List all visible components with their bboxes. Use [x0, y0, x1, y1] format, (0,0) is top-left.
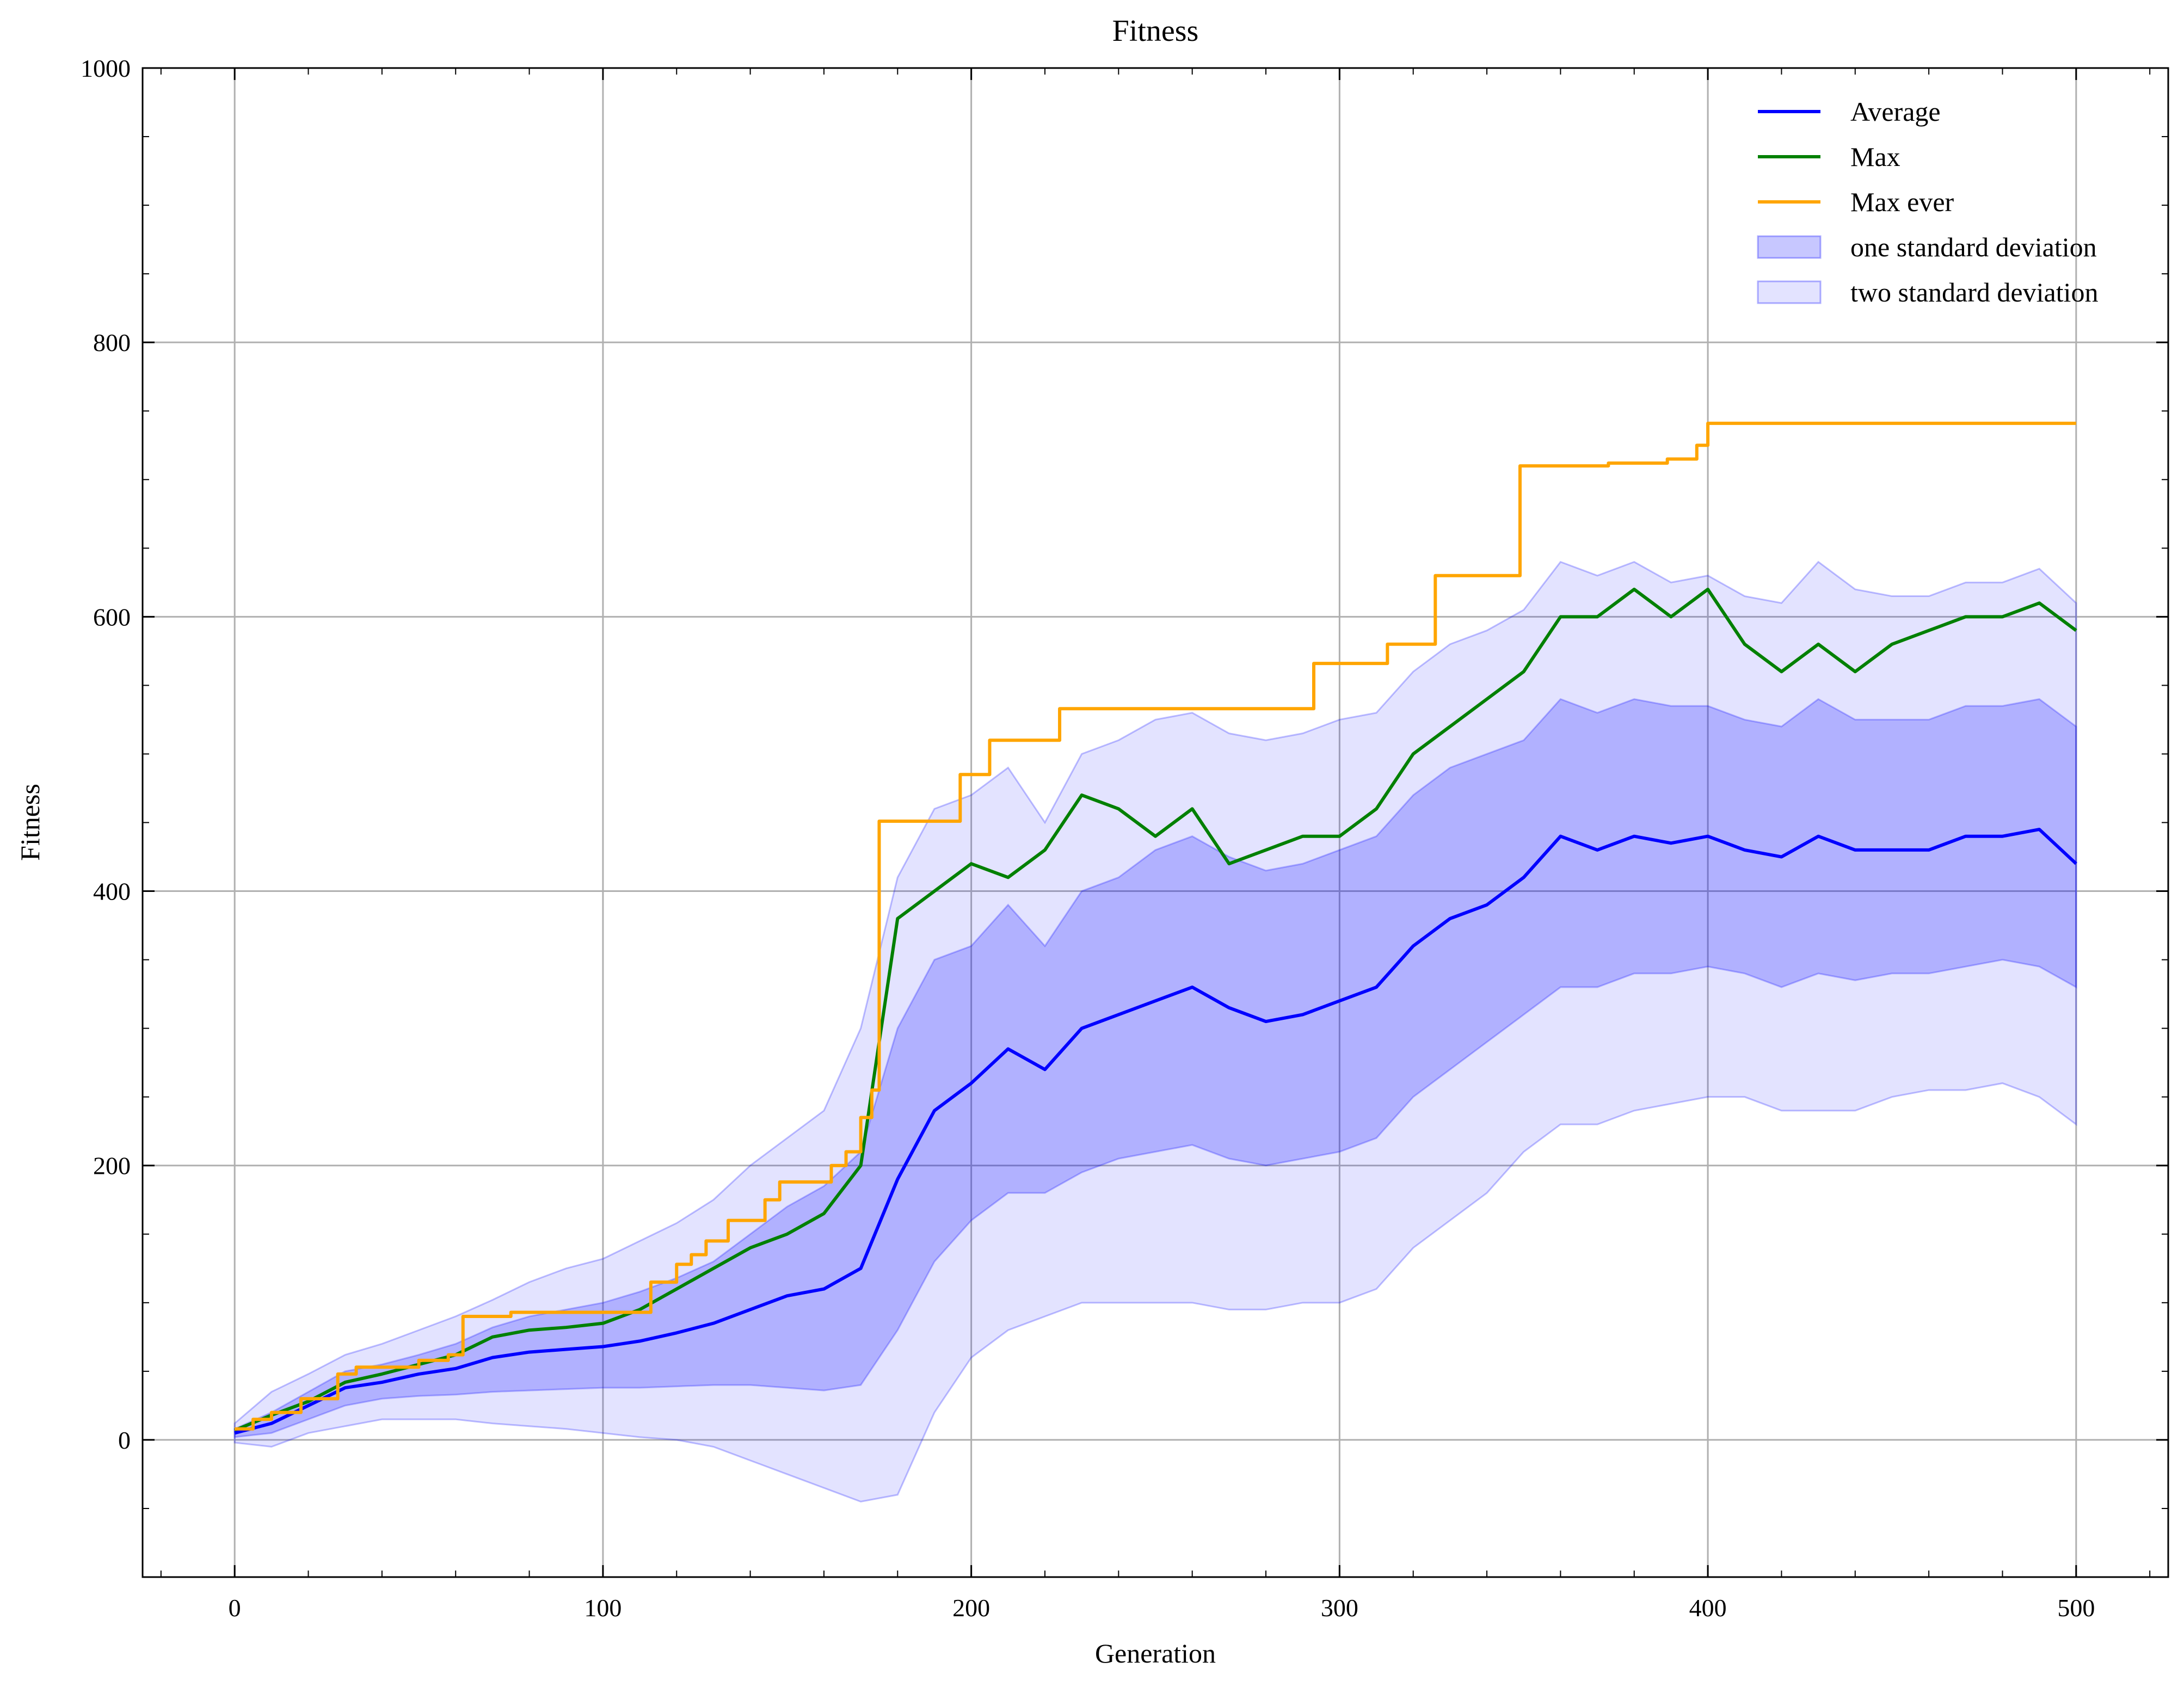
legend-label: Max ever: [1850, 187, 1954, 217]
y-tick-label: 200: [93, 1152, 131, 1180]
x-tick-label: 0: [229, 1594, 241, 1622]
x-tick-label: 200: [952, 1594, 990, 1622]
y-tick-label: 600: [93, 603, 131, 631]
two-std-band-layer: [233, 561, 2077, 1503]
legend-entry-average: Average: [1758, 96, 1941, 127]
legend-swatch: [1757, 280, 1822, 304]
series-line-layer: [234, 421, 2077, 1435]
legend-entry-one-standard-deviation: one standard deviation: [1757, 232, 2097, 262]
average-line: [234, 828, 2077, 1435]
legend-label: Max: [1850, 141, 1900, 172]
x-axis-label: Generation: [1095, 1638, 1216, 1668]
y-axis-label: Fitness: [15, 784, 45, 861]
legend-entry-two-standard-deviation: two standard deviation: [1757, 277, 2098, 307]
legend-label: one standard deviation: [1850, 232, 2097, 262]
x-tick-label: 100: [584, 1594, 622, 1622]
legend-entry-max: Max: [1758, 141, 1900, 172]
y-tick-label: 1000: [81, 54, 131, 82]
x-tick-label: 500: [2057, 1594, 2095, 1622]
y-tick-label: 400: [93, 878, 131, 906]
chart-title: Fitness: [1112, 14, 1199, 48]
legend-entry-max-ever: Max ever: [1758, 187, 1954, 217]
two-standard-deviation-band: [233, 561, 2077, 1503]
x-tick-label: 400: [1689, 1594, 1727, 1622]
max-ever-line: [235, 421, 2076, 1431]
tick-layer: 0 100 200 300 400 500 0 200 400 600 800 1000: [81, 54, 2168, 1622]
legend-label: two standard deviation: [1850, 277, 2098, 307]
x-tick-label: 300: [1321, 1594, 1358, 1622]
legend-swatch: [1757, 235, 1822, 259]
y-tick-label: 0: [118, 1426, 131, 1454]
max-line: [234, 587, 2077, 1432]
legend: Average Max Max ever one standard deviation…: [1757, 96, 2098, 307]
legend-label: Average: [1850, 96, 1941, 127]
y-tick-label: 800: [93, 329, 131, 356]
